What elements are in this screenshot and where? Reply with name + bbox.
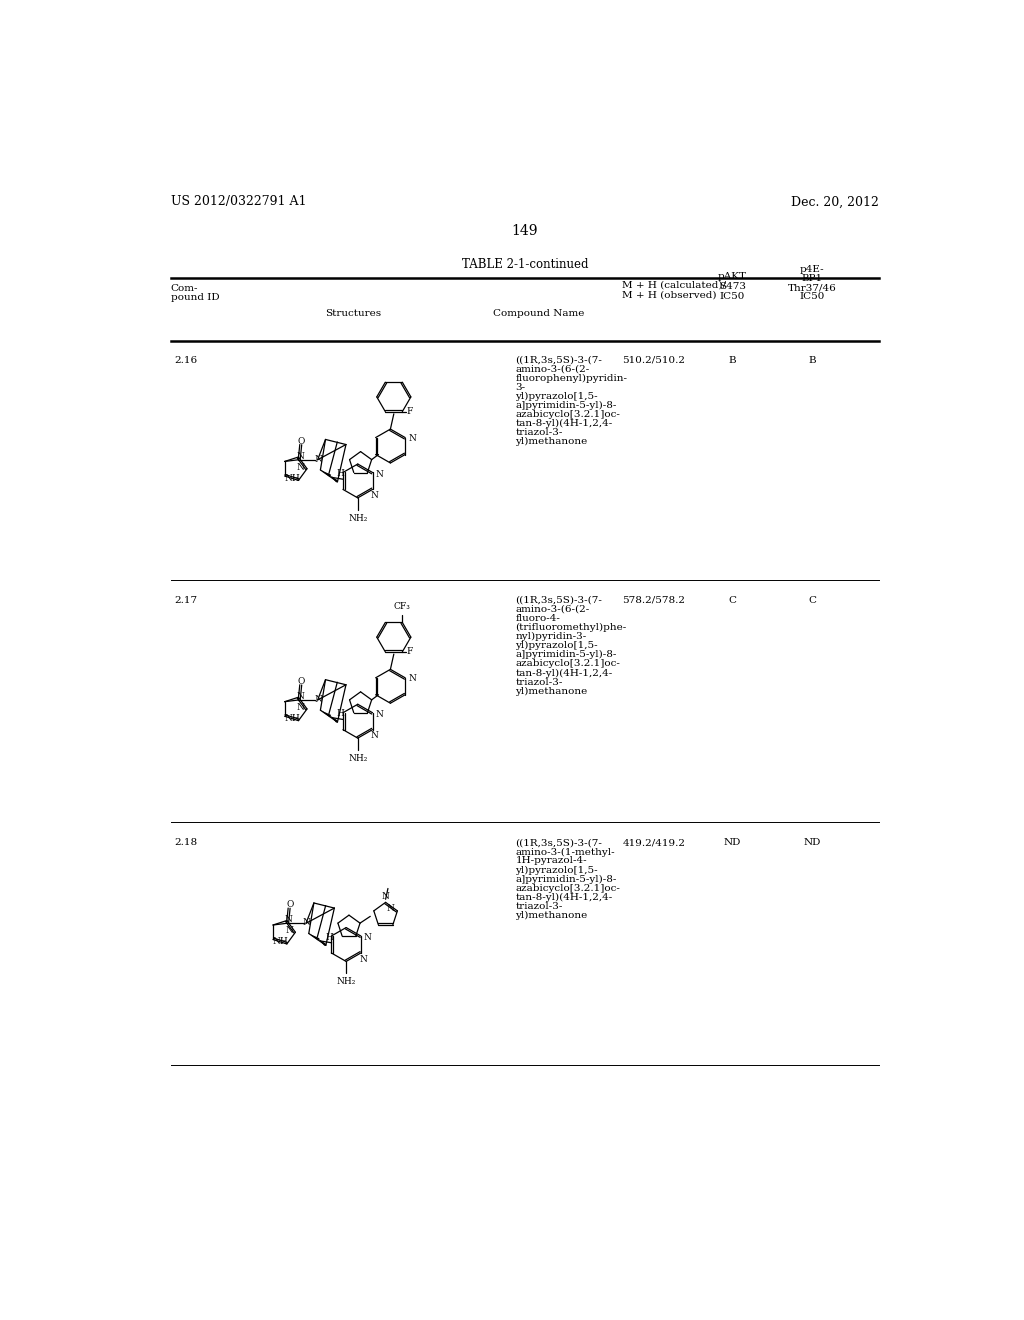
Text: Com-: Com- <box>171 284 198 293</box>
Text: N: N <box>303 917 310 927</box>
Text: IC50: IC50 <box>800 293 825 301</box>
Text: M + H (observed): M + H (observed) <box>623 290 717 300</box>
Text: 510.2/510.2: 510.2/510.2 <box>623 355 685 364</box>
Text: 2.16: 2.16 <box>174 355 198 364</box>
Text: TABLE 2-1-continued: TABLE 2-1-continued <box>462 259 588 272</box>
Text: BP1: BP1 <box>802 275 823 282</box>
Text: N: N <box>314 454 323 463</box>
Text: azabicyclo[3.2.1]oc-: azabicyclo[3.2.1]oc- <box>515 884 621 892</box>
Text: ND: ND <box>724 838 741 847</box>
Text: N: N <box>409 434 416 442</box>
Text: NH: NH <box>272 937 289 946</box>
Text: fluoro-4-: fluoro-4- <box>515 614 560 623</box>
Text: IC50: IC50 <box>720 293 745 301</box>
Text: yl)pyrazolo[1,5-: yl)pyrazolo[1,5- <box>515 392 598 401</box>
Text: Structures: Structures <box>325 309 381 318</box>
Text: yl)methanone: yl)methanone <box>515 437 588 446</box>
Text: triazol-3-: triazol-3- <box>515 677 563 686</box>
Text: N: N <box>297 704 305 711</box>
Text: N: N <box>314 694 323 704</box>
Text: NH₂: NH₂ <box>348 513 368 523</box>
Text: N: N <box>296 451 304 461</box>
Text: triazol-3-: triazol-3- <box>515 902 563 911</box>
Text: N: N <box>382 892 389 900</box>
Text: C: C <box>808 595 816 605</box>
Text: B: B <box>729 355 736 364</box>
Text: 419.2/419.2: 419.2/419.2 <box>623 838 685 847</box>
Text: N: N <box>286 927 293 935</box>
Text: N: N <box>296 692 304 701</box>
Text: amino-3-(6-(2-: amino-3-(6-(2- <box>515 605 590 614</box>
Polygon shape <box>309 933 319 941</box>
Polygon shape <box>321 710 331 717</box>
Text: pound ID: pound ID <box>171 293 219 302</box>
Text: ((1R,3s,5S)-3-(7-: ((1R,3s,5S)-3-(7- <box>515 595 602 605</box>
Text: a]pyrimidin-5-yl)-8-: a]pyrimidin-5-yl)-8- <box>515 875 616 884</box>
Text: (trifluoromethyl)phe-: (trifluoromethyl)phe- <box>515 623 627 632</box>
Text: N: N <box>285 915 292 924</box>
Text: 2.18: 2.18 <box>174 838 198 847</box>
Text: N: N <box>371 731 379 741</box>
Text: N: N <box>376 710 383 719</box>
Text: yl)pyrazolo[1,5-: yl)pyrazolo[1,5- <box>515 642 598 651</box>
Text: yl)methanone: yl)methanone <box>515 686 588 696</box>
Text: amino-3-(1-methyl-: amino-3-(1-methyl- <box>515 847 615 857</box>
Text: 1H-pyrazol-4-: 1H-pyrazol-4- <box>515 857 587 866</box>
Text: tan-8-yl)(4H-1,2,4-: tan-8-yl)(4H-1,2,4- <box>515 668 612 677</box>
Text: 3-: 3- <box>515 383 525 392</box>
Text: S473: S473 <box>719 281 746 290</box>
Text: Thr37/46: Thr37/46 <box>787 284 837 292</box>
Text: fluorophenyl)pyridin-: fluorophenyl)pyridin- <box>515 374 628 383</box>
Polygon shape <box>321 470 331 477</box>
Text: azabicyclo[3.2.1]oc-: azabicyclo[3.2.1]oc- <box>515 411 621 418</box>
Text: Dec. 20, 2012: Dec. 20, 2012 <box>792 195 879 209</box>
Text: F: F <box>407 407 414 416</box>
Text: US 2012/0322791 A1: US 2012/0322791 A1 <box>171 195 306 209</box>
Text: N: N <box>409 675 416 682</box>
Text: N: N <box>371 491 379 500</box>
Text: ((1R,3s,5S)-3-(7-: ((1R,3s,5S)-3-(7- <box>515 838 602 847</box>
Text: N: N <box>297 463 305 471</box>
Text: N: N <box>359 954 368 964</box>
Text: 578.2/578.2: 578.2/578.2 <box>623 595 685 605</box>
Text: B: B <box>809 355 816 364</box>
Text: p4E-: p4E- <box>800 264 824 273</box>
Text: 2.17: 2.17 <box>174 595 198 605</box>
Text: NH₂: NH₂ <box>348 754 368 763</box>
Text: NH: NH <box>285 474 300 483</box>
Text: N: N <box>386 904 394 913</box>
Text: azabicyclo[3.2.1]oc-: azabicyclo[3.2.1]oc- <box>515 660 621 668</box>
Text: H: H <box>326 933 333 941</box>
Text: O: O <box>298 437 305 446</box>
Text: H: H <box>337 469 345 478</box>
Text: CF₃: CF₃ <box>394 602 411 611</box>
Text: nyl)pyridin-3-: nyl)pyridin-3- <box>515 632 587 642</box>
Text: F: F <box>407 647 414 656</box>
Text: ((1R,3s,5S)-3-(7-: ((1R,3s,5S)-3-(7- <box>515 355 602 364</box>
Text: O: O <box>298 677 305 686</box>
Text: N: N <box>364 933 372 942</box>
Text: NH₂: NH₂ <box>337 977 355 986</box>
Text: triazol-3-: triazol-3- <box>515 428 563 437</box>
Text: O: O <box>286 900 294 909</box>
Text: a]pyrimidin-5-yl)-8-: a]pyrimidin-5-yl)-8- <box>515 651 616 660</box>
Text: Compound Name: Compound Name <box>494 309 585 318</box>
Text: tan-8-yl)(4H-1,2,4-: tan-8-yl)(4H-1,2,4- <box>515 892 612 902</box>
Text: yl)methanone: yl)methanone <box>515 911 588 920</box>
Text: a]pyrimidin-5-yl)-8-: a]pyrimidin-5-yl)-8- <box>515 401 616 411</box>
Text: yl)pyrazolo[1,5-: yl)pyrazolo[1,5- <box>515 866 598 875</box>
Text: NH: NH <box>285 714 300 723</box>
Text: amino-3-(6-(2-: amino-3-(6-(2- <box>515 364 590 374</box>
Text: C: C <box>728 595 736 605</box>
Text: M + H (calculated)/: M + H (calculated)/ <box>623 281 726 290</box>
Text: H: H <box>337 709 345 718</box>
Text: N: N <box>376 470 383 479</box>
Text: 149: 149 <box>512 224 538 238</box>
Text: ND: ND <box>804 838 821 847</box>
Text: pAKT: pAKT <box>718 272 746 281</box>
Text: tan-8-yl)(4H-1,2,4-: tan-8-yl)(4H-1,2,4- <box>515 420 612 428</box>
